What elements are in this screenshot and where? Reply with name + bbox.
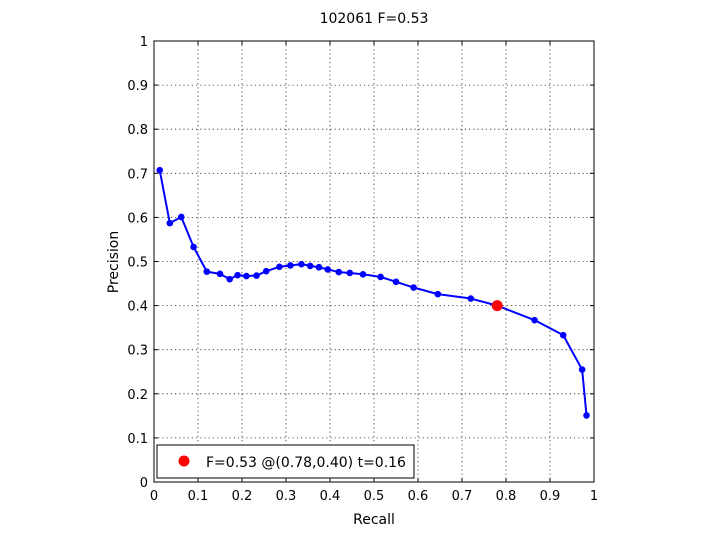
series-point xyxy=(531,316,538,324)
legend-box xyxy=(156,444,415,479)
x-tick-label: 0.9 xyxy=(540,489,561,504)
series-point xyxy=(216,270,224,278)
y-tick-label: 0.5 xyxy=(127,256,148,271)
y-tick-label: 0.8 xyxy=(127,123,148,138)
x-tick-label: 0.6 xyxy=(408,489,429,504)
series-point xyxy=(190,243,197,251)
series-point xyxy=(315,263,323,271)
series-point xyxy=(324,266,332,273)
legend: F=0.53 @(0.78,0.40) t=0.16 xyxy=(156,444,415,479)
x-tick-label: 0 xyxy=(150,489,158,504)
y-tick-label: 0.1 xyxy=(127,432,148,447)
series-point xyxy=(166,219,174,227)
y-tick-label: 0.6 xyxy=(127,211,148,226)
series-point xyxy=(276,263,283,271)
x-tick-label: 0.8 xyxy=(496,489,517,504)
axis-ticks xyxy=(153,40,595,483)
legend-marker xyxy=(178,455,190,467)
x-tick-label: 0.1 xyxy=(188,489,209,504)
series-point xyxy=(226,275,233,283)
y-tick-label: 0.9 xyxy=(127,79,148,94)
y-tick-label: 0.4 xyxy=(127,300,148,315)
series-point xyxy=(583,412,590,419)
y-tick-labels: 0 0.1 0.2 0.3 0.4 0.5 0.6 0.7 0.8 0.9 1 xyxy=(127,35,148,491)
series-point xyxy=(392,278,400,286)
y-tick-label: 0.7 xyxy=(127,167,148,182)
series-point xyxy=(559,331,567,339)
x-tick-label: 0.7 xyxy=(452,489,473,504)
series-point xyxy=(410,284,417,291)
series-point xyxy=(306,262,314,270)
x-tick-label: 0.3 xyxy=(276,489,297,504)
x-tick-label: 0.2 xyxy=(232,489,253,504)
y-tick-label: 1 xyxy=(140,35,148,50)
y-tick-label: 0 xyxy=(140,476,148,491)
series-point xyxy=(434,290,442,298)
series-point xyxy=(177,213,185,221)
y-tick-label: 0.2 xyxy=(127,388,148,403)
x-tick-label: 0.5 xyxy=(364,489,385,504)
series-point xyxy=(377,273,384,281)
series-point xyxy=(346,269,354,277)
series-point xyxy=(253,272,260,279)
series-layer xyxy=(156,166,590,419)
series-point xyxy=(262,267,270,275)
x-tick-labels: 0 0.1 0.2 0.3 0.4 0.5 0.6 0.7 0.8 0.9 1 xyxy=(150,489,598,504)
x-tick-label: 0.4 xyxy=(320,489,341,504)
y-tick-label: 0.3 xyxy=(127,344,148,359)
x-tick-label: 1 xyxy=(590,489,598,504)
chart-title: 102061 F=0.53 xyxy=(320,11,429,27)
series-point xyxy=(359,270,367,278)
x-axis-label: Recall xyxy=(353,512,395,528)
series-point xyxy=(467,295,475,302)
legend-entry: F=0.53 @(0.78,0.40) t=0.16 xyxy=(206,455,406,471)
series-point xyxy=(335,268,343,276)
grid-lines xyxy=(154,41,594,482)
f-measure-point xyxy=(491,300,503,312)
y-axis-label: Precision xyxy=(106,231,122,293)
series-point xyxy=(298,260,305,268)
series-line xyxy=(158,170,588,416)
series-point xyxy=(578,366,586,373)
series-point xyxy=(287,262,294,269)
series-point xyxy=(243,272,250,280)
series-point xyxy=(156,166,164,174)
series-point xyxy=(234,271,241,279)
series-point xyxy=(203,268,211,275)
